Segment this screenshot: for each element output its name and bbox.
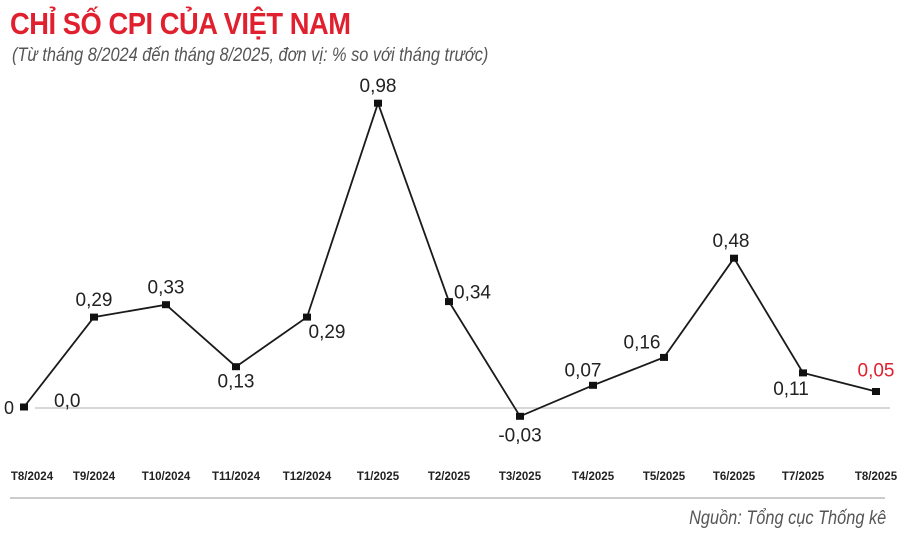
- data-point: [374, 99, 382, 107]
- data-point: [730, 254, 738, 262]
- x-tick-label: T2/2025: [428, 471, 471, 483]
- data-label: 0,0: [54, 391, 80, 412]
- x-tick-label: T9/2024: [73, 471, 116, 483]
- x-tick-label: T5/2025: [643, 471, 686, 483]
- data-label: 0,11: [773, 379, 809, 400]
- data-label: 0,33: [148, 278, 185, 299]
- x-tick-label: T11/2024: [212, 471, 261, 483]
- data-point: [799, 369, 807, 377]
- data-label: 0,05: [858, 361, 895, 382]
- zero-axis-label: 0: [4, 398, 14, 418]
- data-point: [872, 388, 880, 395]
- x-tick-label: T3/2025: [499, 471, 542, 483]
- data-point: [20, 403, 28, 411]
- data-point: [660, 353, 668, 361]
- x-tick-label: T7/2025: [782, 471, 825, 483]
- data-point: [232, 363, 240, 371]
- data-point: [303, 313, 311, 321]
- x-tick-label: T1/2025: [357, 471, 400, 483]
- chart-subtitle: (Từ tháng 8/2024 đến tháng 8/2025, đơn v…: [12, 45, 489, 66]
- data-label: 0,13: [218, 372, 255, 393]
- data-label: 0,16: [624, 332, 661, 353]
- x-tick-label: T4/2025: [572, 471, 615, 483]
- x-tick-label: T8/2024: [11, 471, 54, 483]
- data-label: 0,29: [76, 290, 113, 311]
- data-point: [445, 298, 453, 306]
- x-tick-label: T12/2024: [283, 471, 332, 483]
- data-point: [516, 412, 524, 420]
- data-label: 0,98: [360, 76, 397, 97]
- series-line: [23, 100, 877, 418]
- data-point: [162, 301, 170, 309]
- data-point: [589, 381, 597, 389]
- data-label: -0,03: [498, 425, 541, 446]
- x-tick-label: T8/2025: [855, 471, 898, 483]
- source-note: Nguồn: Tổng cục Thống kê: [688, 508, 886, 529]
- x-tick-label: T10/2024: [142, 471, 191, 483]
- data-point: [90, 313, 98, 321]
- data-label: 0,07: [565, 360, 602, 381]
- chart-title: CHỈ SỐ CPI CỦA VIỆT NAM: [10, 6, 351, 41]
- data-label: 0,34: [454, 283, 491, 304]
- data-label: 0,48: [713, 231, 750, 252]
- x-tick-label: T6/2025: [713, 471, 756, 483]
- data-label: 0,29: [309, 322, 346, 343]
